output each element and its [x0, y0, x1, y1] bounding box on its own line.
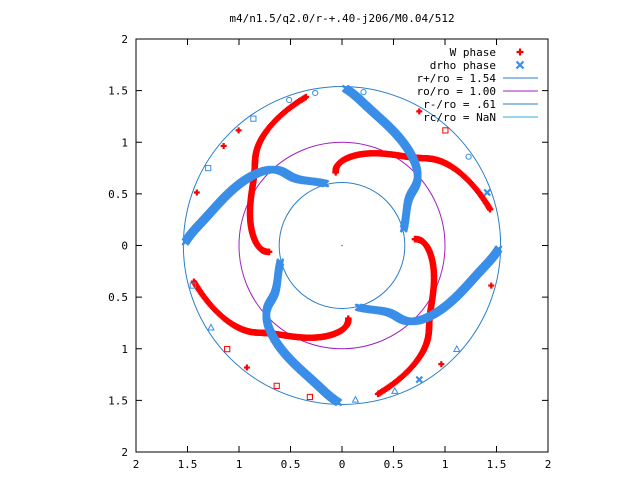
- center-point: [341, 244, 343, 247]
- data-point: [243, 364, 250, 371]
- data-point: [488, 282, 495, 289]
- x-tick-label: 2: [133, 458, 140, 471]
- data-point: [515, 60, 525, 70]
- data-point: [483, 188, 491, 197]
- data-point: [181, 237, 190, 246]
- legend-label: ro/ro = 1.00: [417, 85, 496, 98]
- outlier-point: [207, 323, 215, 331]
- outlier-point: [250, 115, 257, 122]
- data-point: [220, 142, 227, 149]
- x-tick-label: 0.5: [384, 458, 404, 471]
- legend-label: rc/ro = NaN: [423, 111, 496, 124]
- outlier-point: [273, 382, 280, 389]
- axis-ticks: 2 1.5 1 0.5 0 0.5 1 1.5 221.510.500.511.52: [108, 33, 551, 471]
- outlier-point: [312, 89, 319, 97]
- data-point: [415, 375, 424, 384]
- outlier-point: [452, 344, 461, 353]
- y-tick-label: 0.5: [108, 188, 128, 201]
- outlier-point: [205, 164, 212, 172]
- x-tick-label: 0.5: [281, 458, 301, 471]
- data-point: [302, 93, 310, 101]
- outlier-point: [351, 395, 360, 403]
- data-point: [235, 127, 242, 134]
- reference-circle: [278, 182, 406, 309]
- data-point: [374, 390, 382, 398]
- outlier-point: [442, 127, 449, 134]
- x-tick-label: 2: [545, 458, 552, 471]
- legend-label: r+/ro = 1.54: [417, 72, 497, 85]
- y-tick-label: 0.5: [108, 291, 128, 304]
- data-point: [341, 84, 350, 93]
- x-tick-label: 0: [339, 458, 346, 471]
- data-point: [494, 245, 503, 254]
- data-point: [516, 48, 524, 56]
- outlier-point: [189, 282, 196, 289]
- y-tick-label: 2: [121, 33, 128, 46]
- data-point: [438, 361, 445, 368]
- data-point: [416, 108, 423, 115]
- y-tick-label: 1: [121, 343, 128, 356]
- data-point: [190, 278, 198, 285]
- outlier-point: [224, 346, 231, 353]
- legend-label: r-/ro = .61: [423, 98, 496, 111]
- data-point: [486, 206, 494, 213]
- y-tick-label: 0: [121, 240, 128, 253]
- reference-circle: [238, 141, 446, 350]
- data-points: [181, 48, 525, 407]
- x-tick-label: 1.5: [178, 458, 198, 471]
- legend-label: drho phase: [430, 59, 496, 72]
- legend-label: W phase: [450, 46, 496, 59]
- y-tick-label: 1: [121, 136, 128, 149]
- outlier-point: [465, 153, 472, 160]
- outlier-point: [391, 386, 399, 394]
- outlier-point: [306, 393, 313, 401]
- x-tick-label: 1: [442, 458, 449, 471]
- data-point: [334, 398, 343, 407]
- y-tick-label: 1.5: [108, 394, 128, 407]
- outlier-point: [286, 96, 293, 104]
- y-tick-label: 2: [121, 446, 128, 459]
- x-tick-label: 1: [236, 458, 243, 471]
- outlier-point: [360, 89, 367, 96]
- x-tick-label: 1.5: [487, 458, 507, 471]
- chart-title: m4/n1.5/q2.0/r-+.40-j206/M0.04/512: [229, 12, 454, 25]
- y-tick-label: 1.5: [108, 85, 128, 98]
- data-point: [193, 189, 200, 196]
